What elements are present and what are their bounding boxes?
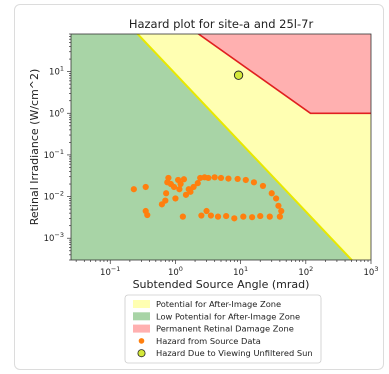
source-data-point: [250, 179, 258, 186]
source-data-point: [205, 174, 212, 182]
y-axis-ticks: 10−3 10−2 10−1 100 101: [44, 33, 71, 261]
hazard-chart: Hazard plot for site-a and 25l-7r 10−1 10…: [28, 17, 379, 364]
source-data-point: [203, 207, 210, 215]
permanent-damage-boundary-line: [197, 34, 371, 115]
permanent-damage-zone: [198, 34, 371, 114]
source-data-point: [163, 190, 170, 197]
source-data-point: [234, 175, 241, 183]
source-data-point: [242, 176, 249, 184]
source-data-point: [240, 213, 247, 220]
source-data-point: [172, 195, 179, 202]
legend-swatch: [133, 324, 150, 333]
x-axis-label: Subtended Source Angle (mrad): [133, 278, 310, 291]
source-data-point: [165, 174, 172, 182]
legend-marker: [137, 349, 146, 358]
x-tick-label: 100: [168, 265, 183, 278]
source-data-point: [170, 183, 178, 191]
legend-box: [124, 294, 322, 364]
source-data-point: [276, 213, 283, 220]
y-tick-label: 100: [49, 106, 64, 119]
low-potential-zone: [71, 34, 352, 260]
source-data-point: [211, 174, 218, 181]
chart-card: Hazard plot for site-a and 25l-7r 10−1 10…: [14, 4, 384, 370]
y-tick-label: 10−1: [44, 148, 64, 161]
y-axis-label: Retinal Irradiance (W/cm^2): [28, 69, 41, 226]
source-data-point: [130, 186, 137, 193]
source-data-point: [223, 212, 230, 220]
chart-title: Hazard plot for site-a and 25l-7r: [129, 17, 314, 31]
source-data-point: [179, 213, 186, 220]
source-data-point: [278, 207, 285, 215]
x-tick-label: 103: [364, 265, 379, 278]
legend: Potential for After-Image Zone Low Potent…: [124, 294, 322, 364]
x-tick-label: 101: [233, 265, 248, 278]
sun-hazard-point: [233, 70, 244, 80]
x-tick-label: 102: [298, 265, 313, 278]
source-data-point: [162, 197, 169, 204]
source-data-point: [177, 180, 184, 188]
source-data-point: [176, 186, 183, 193]
source-data-point: [214, 213, 222, 220]
y-tick-label: 101: [49, 65, 64, 78]
x-axis-ticks: 10−1 100 101 102 103: [75, 260, 379, 278]
source-data-point: [272, 195, 280, 202]
source-data-point: [187, 188, 194, 195]
legend-swatch: [133, 312, 150, 321]
legend-marker: [138, 338, 145, 344]
source-data-point: [142, 183, 149, 191]
source-data-point: [190, 183, 197, 191]
source-data-point: [194, 180, 201, 187]
source-data-point: [275, 202, 282, 209]
source-data-point: [198, 212, 205, 219]
y-tick-label: 10−3: [44, 231, 64, 244]
source-data-point: [268, 190, 275, 197]
after-image-boundary-line: [136, 34, 354, 260]
source-data-point: [249, 214, 256, 221]
source-data-point: [182, 191, 190, 198]
source-data-point: [207, 212, 215, 219]
source-data-point: [225, 175, 232, 182]
source-data-point: [231, 215, 238, 222]
source-data-point: [257, 212, 264, 220]
legend-entry-label: Low Potential for After-Image Zone: [156, 311, 300, 321]
legend-entry-label: Hazard from Source Data: [156, 336, 261, 346]
y-tick-label: 10−2: [44, 190, 64, 203]
source-data-point: [266, 213, 273, 220]
source-data-point: [180, 176, 188, 183]
plot-area: [71, 34, 371, 260]
source-data-point: [259, 182, 267, 190]
x-tick-label: 10−1: [100, 265, 120, 278]
legend-entry-label: Potential for After-Image Zone: [156, 299, 281, 309]
source-data-point: [144, 211, 151, 219]
legend-entry-label: Permanent Retinal Damage Zone: [156, 324, 294, 334]
legend-entry-label: Hazard Due to Viewing Unfiltered Sun: [156, 348, 313, 358]
data-points: [130, 70, 285, 222]
legend-swatch: [133, 300, 150, 308]
source-data-point: [217, 174, 225, 182]
